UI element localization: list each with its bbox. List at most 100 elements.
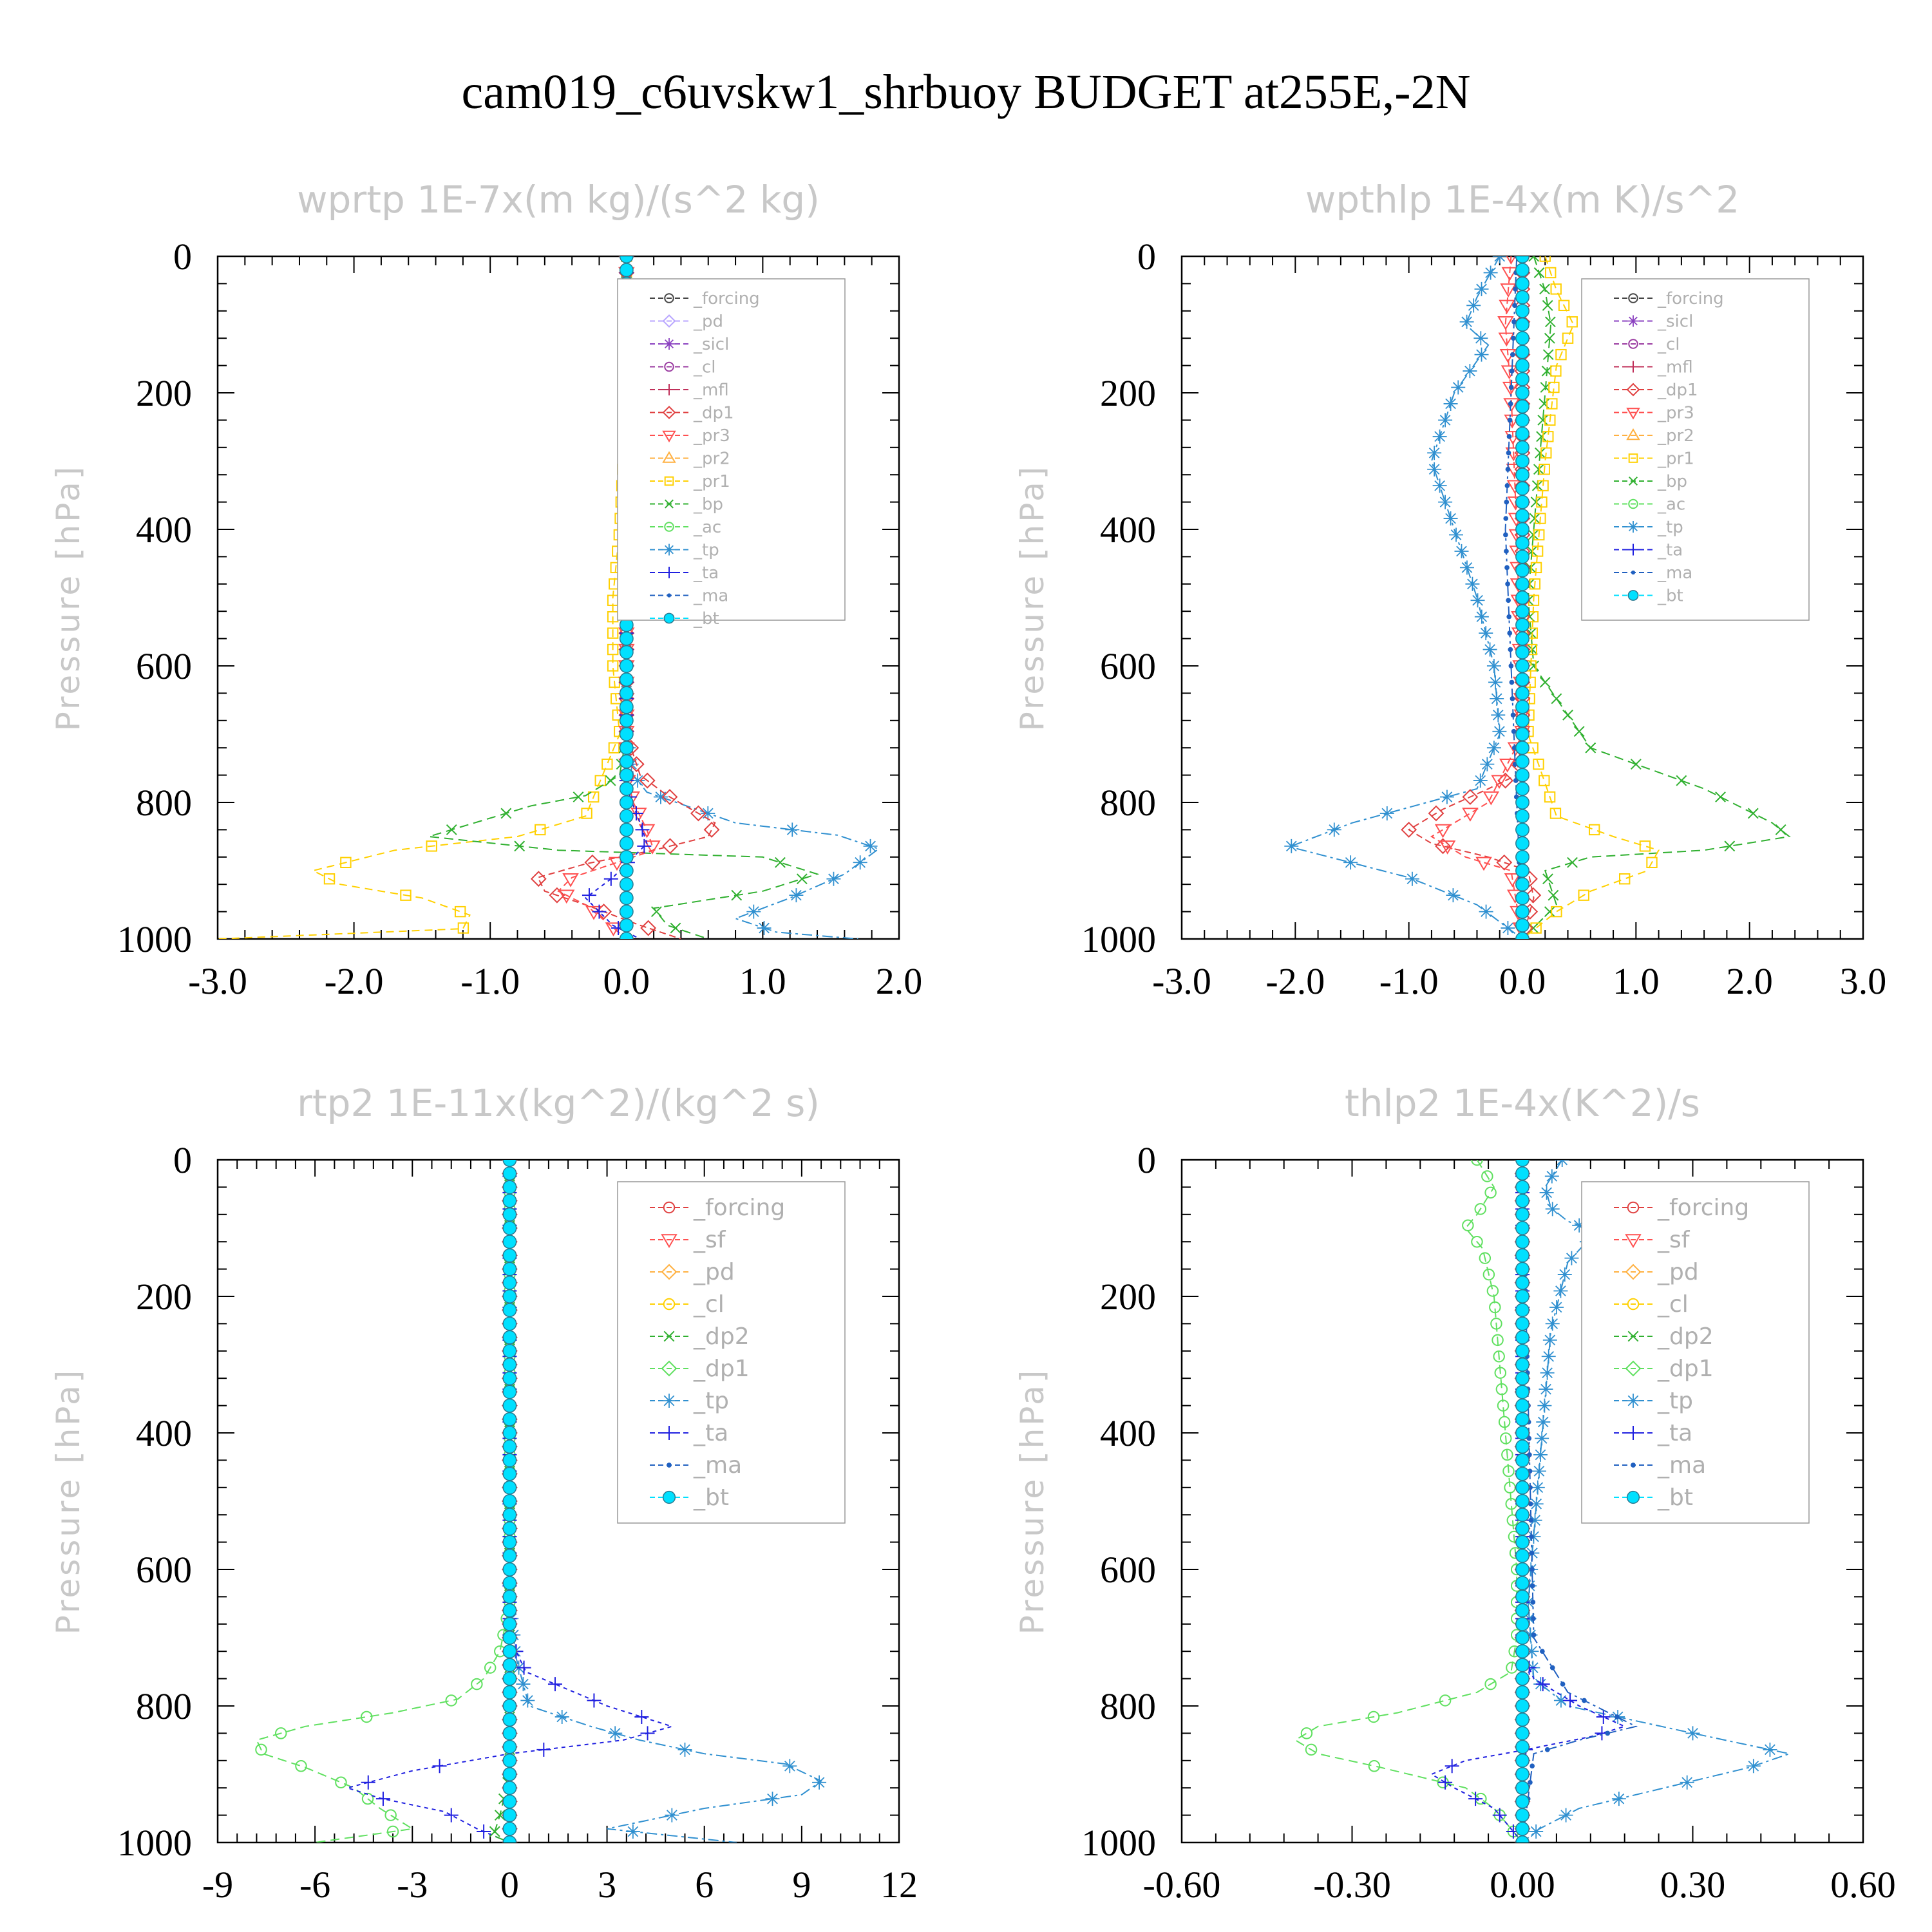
- series-marker-bp: [1537, 414, 1549, 426]
- series-marker-bt: [502, 1739, 517, 1754]
- series-marker-dp1: [384, 1809, 397, 1821]
- series-marker-dp1: [1367, 1710, 1380, 1723]
- series-marker-tp: [608, 1726, 623, 1741]
- series-marker-bt: [1515, 1835, 1530, 1842]
- series-marker-bt: [1515, 303, 1530, 318]
- y-tick-label: 1000: [117, 1822, 192, 1864]
- series-marker-tp: [757, 921, 772, 936]
- series-marker-tp: [1443, 511, 1458, 526]
- legend-label: _dp2: [1657, 1323, 1714, 1350]
- series-marker-tp: [1564, 1251, 1579, 1265]
- series-marker-bt: [619, 727, 634, 741]
- legend-label: _forcing: [1657, 1195, 1749, 1221]
- series-marker-bt: [502, 1781, 517, 1795]
- series-marker-bp: [1724, 840, 1736, 852]
- series-marker-pr1: [426, 840, 437, 852]
- legend-label: _pr3: [693, 426, 730, 446]
- series-marker-tp: [1537, 1398, 1552, 1413]
- series-marker-tp: [1572, 1218, 1587, 1233]
- x-tick-label: -1.0: [460, 960, 520, 1002]
- chart-panel-1: wprtp 1E-7x(m kg)/(s^2 kg) Pressure [hPa]…: [50, 178, 922, 1002]
- series-marker-bp: [1528, 529, 1539, 540]
- legend-label: _forcing: [1657, 289, 1724, 308]
- legend-marker: [663, 612, 675, 624]
- legend-item: _pr3: [1614, 404, 1694, 423]
- series-marker-bt: [1515, 1508, 1530, 1522]
- legend-label: _tp: [1657, 518, 1683, 537]
- series-marker-bt: [619, 849, 634, 864]
- legend-item: _ta: [650, 564, 719, 583]
- legend-marker: [663, 1331, 675, 1342]
- series-marker-ma: [1605, 1730, 1611, 1736]
- series-marker-ma: [1504, 499, 1510, 505]
- series-marker-tp: [1432, 429, 1447, 444]
- series-marker-ma: [1540, 1649, 1545, 1654]
- series-marker-bt: [619, 795, 634, 810]
- series-marker-tp: [782, 1759, 797, 1774]
- series-marker-tp: [1451, 380, 1466, 395]
- series-marker-ma: [1508, 663, 1514, 668]
- series-marker-tp: [1533, 1447, 1548, 1462]
- series-marker-bt: [1515, 536, 1530, 551]
- series-marker-bt: [1515, 276, 1530, 291]
- series-marker-ma: [1528, 1501, 1533, 1507]
- series-marker-ma: [1511, 728, 1517, 734]
- series-marker-bt: [619, 645, 634, 659]
- series-marker-ta: [1563, 1693, 1578, 1708]
- legend-label: _cl: [1657, 1291, 1689, 1318]
- legend-label: _pr1: [693, 472, 730, 491]
- series-marker-bp: [1536, 431, 1548, 442]
- legend-marker: [1625, 1234, 1642, 1248]
- y-tick-label: 0: [1137, 236, 1156, 278]
- series-marker-bp: [1544, 316, 1556, 328]
- series-marker-bp: [1630, 759, 1642, 770]
- series-marker-bt: [1515, 932, 1530, 939]
- series-marker-dp1: [661, 789, 678, 805]
- series-group: [255, 1160, 827, 1842]
- series-marker-bt: [1515, 864, 1530, 878]
- series-marker-bt: [502, 1658, 517, 1672]
- series-marker-tp: [1486, 741, 1501, 755]
- series-marker-bt: [1515, 454, 1530, 468]
- series-marker-bt: [502, 1644, 517, 1659]
- legend-item: _mfl: [1614, 358, 1693, 377]
- series-marker-bp: [514, 840, 526, 852]
- series-marker-tp: [1491, 708, 1506, 723]
- series-marker-dp1: [1401, 821, 1417, 838]
- series-marker-tp: [1470, 593, 1485, 608]
- series-marker-bp: [1528, 256, 1540, 262]
- series-marker-tp: [1553, 1283, 1568, 1298]
- series-marker-dp1: [1484, 1186, 1497, 1199]
- series-marker-dp1: [1305, 1743, 1318, 1756]
- series-marker-tp: [1492, 256, 1507, 263]
- series-marker-bt: [1515, 1316, 1530, 1331]
- series-marker-bp: [1562, 709, 1573, 721]
- series-marker-pr1: [1646, 857, 1658, 868]
- series-marker-bt: [1515, 645, 1530, 659]
- series-marker-bt: [1515, 508, 1530, 523]
- legend-marker: [663, 1298, 676, 1311]
- series-marker-ma: [1506, 450, 1511, 456]
- x-tick-label: 1.0: [739, 960, 786, 1002]
- series-marker-tp: [1523, 1627, 1538, 1642]
- series-marker-pr3: [1491, 775, 1508, 790]
- series-marker-bt: [1515, 1160, 1530, 1167]
- series-marker-dp1: [703, 821, 720, 838]
- series-marker-ta: [1596, 1709, 1611, 1724]
- legend-marker: [663, 338, 675, 350]
- x-tick-label: 0.60: [1830, 1864, 1896, 1906]
- series-marker-bt: [1515, 1494, 1530, 1508]
- legend-item: _ma: [650, 587, 728, 606]
- legend-label: _bp: [693, 495, 723, 515]
- series-marker-bt: [502, 1671, 517, 1686]
- series-marker-tp: [1465, 576, 1480, 591]
- legend-label: _ma: [1657, 564, 1692, 583]
- series-marker-bt: [1515, 768, 1530, 782]
- series-marker-bt: [619, 659, 634, 673]
- legend-marker: [1626, 428, 1640, 440]
- series-marker-bt: [1515, 426, 1530, 441]
- x-tick-label: 2.0: [1726, 960, 1773, 1002]
- series-marker-bt: [1515, 413, 1530, 428]
- series-marker-dp1: [662, 838, 678, 855]
- series-marker-bt: [502, 1289, 517, 1303]
